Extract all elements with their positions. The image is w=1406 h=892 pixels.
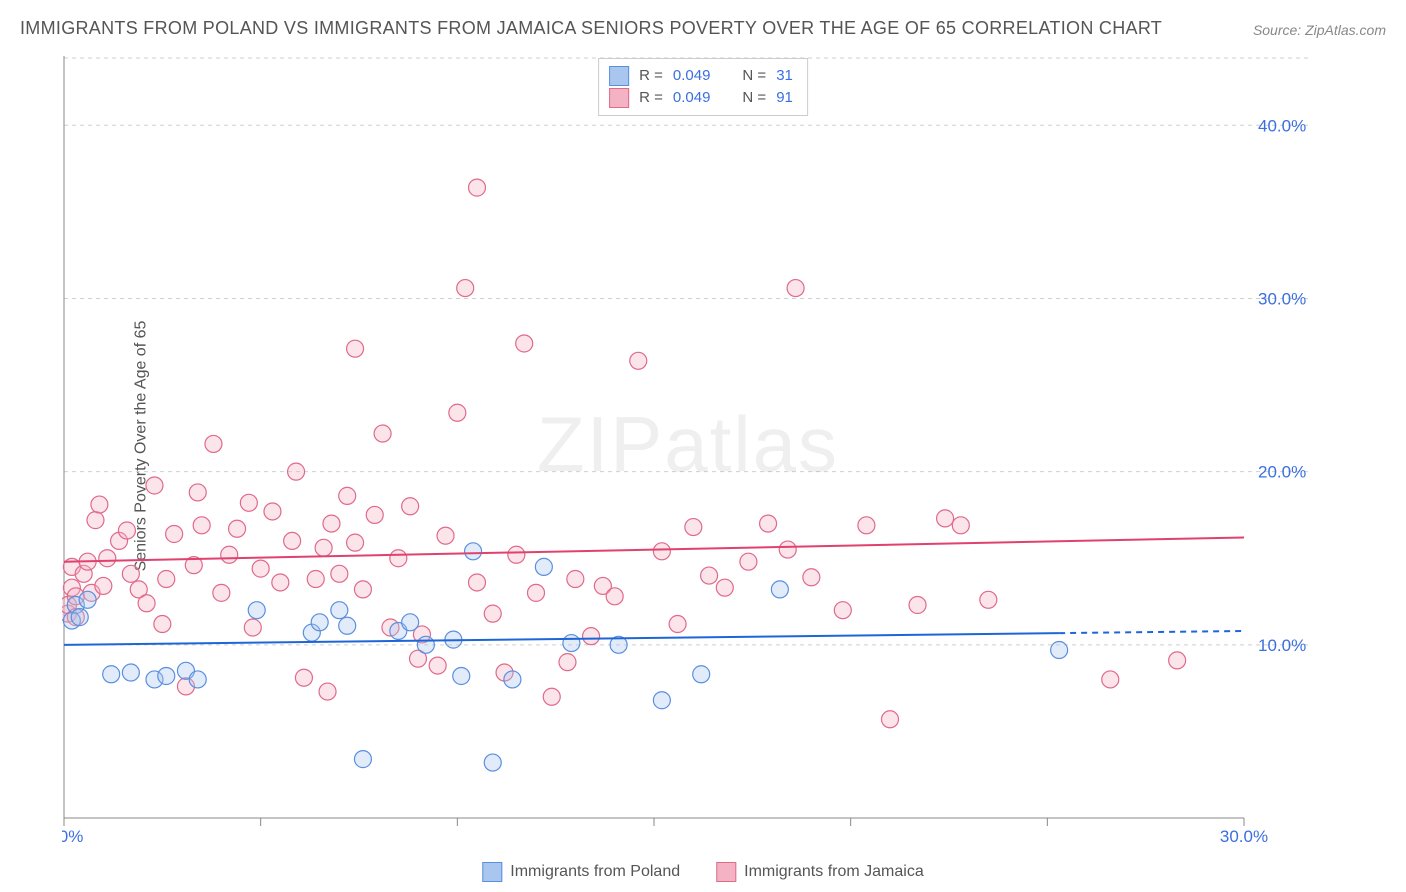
- r-label: R =: [639, 87, 663, 109]
- source-label: Source:: [1253, 22, 1301, 38]
- r-label: R =: [639, 65, 663, 87]
- svg-text:0.0%: 0.0%: [62, 827, 83, 842]
- source-attribution: Source: ZipAtlas.com: [1253, 22, 1386, 38]
- source-name: ZipAtlas.com: [1305, 22, 1386, 38]
- n-label: N =: [742, 65, 766, 87]
- r-value-jamaica: 0.049: [673, 87, 711, 109]
- svg-text:20.0%: 20.0%: [1258, 463, 1306, 482]
- legend-swatch-jamaica: [609, 88, 629, 108]
- svg-text:10.0%: 10.0%: [1258, 636, 1306, 655]
- n-label: N =: [742, 87, 766, 109]
- chart-container: IMMIGRANTS FROM POLAND VS IMMIGRANTS FRO…: [0, 0, 1406, 892]
- legend-item-poland: Immigrants from Poland: [482, 862, 680, 882]
- scatter-plot-svg: 10.0% 20.0% 30.0% 40.0% 0.0% 30.0%: [62, 56, 1314, 842]
- n-value-jamaica: 91: [776, 87, 793, 109]
- legend-label-jamaica: Immigrants from Jamaica: [744, 863, 924, 881]
- svg-text:40.0%: 40.0%: [1258, 116, 1306, 135]
- chart-title: IMMIGRANTS FROM POLAND VS IMMIGRANTS FRO…: [20, 18, 1162, 39]
- svg-text:30.0%: 30.0%: [1258, 289, 1306, 308]
- n-value-poland: 31: [776, 65, 793, 87]
- legend-label-poland: Immigrants from Poland: [510, 863, 680, 881]
- r-value-poland: 0.049: [673, 65, 711, 87]
- legend-row-poland: R = 0.049 N = 31: [609, 65, 793, 87]
- legend-row-jamaica: R = 0.049 N = 91: [609, 87, 793, 109]
- series-legend: Immigrants from Poland Immigrants from J…: [482, 862, 923, 882]
- svg-text:30.0%: 30.0%: [1220, 827, 1268, 842]
- plot-area: 10.0%20.0%30.0%40.0%0.0%30.0% ZIPatlas: [62, 56, 1314, 842]
- correlation-legend: R = 0.049 N = 31 R = 0.049 N = 91: [598, 58, 808, 116]
- legend-swatch-poland: [609, 66, 629, 86]
- legend-item-jamaica: Immigrants from Jamaica: [716, 862, 924, 882]
- legend-swatch-poland-bottom: [482, 862, 502, 882]
- legend-swatch-jamaica-bottom: [716, 862, 736, 882]
